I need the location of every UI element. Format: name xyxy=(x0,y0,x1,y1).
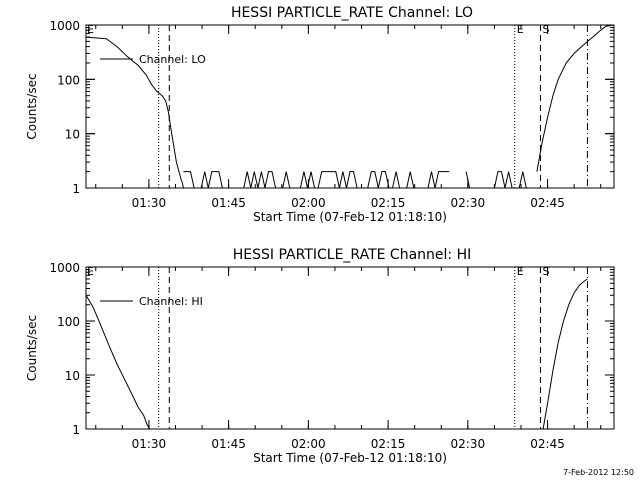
plot-frame xyxy=(85,266,615,430)
series-noise xyxy=(183,171,450,189)
y-tick-label: 100 xyxy=(57,315,80,329)
y-tick-label: 1 xyxy=(72,182,80,196)
x-tick-label: 02:15 xyxy=(371,196,406,210)
y-tick-label: 1000 xyxy=(49,19,80,33)
y-tick-label: 1000 xyxy=(49,261,80,275)
y-axis-label: Counts/sec xyxy=(25,73,39,139)
x-tick-label: 02:45 xyxy=(530,196,565,210)
event-marker-label: E xyxy=(87,23,94,36)
event-marker-label: E xyxy=(87,265,94,278)
legend-entry: Channel: LO xyxy=(139,53,206,66)
x-tick-label: 01:45 xyxy=(211,196,246,210)
chart-title: HESSI PARTICLE_RATE Channel: HI xyxy=(233,247,471,263)
y-axis-label: Counts/sec xyxy=(25,315,39,381)
event-marker-label: S xyxy=(542,265,549,278)
chart-title: HESSI PARTICLE_RATE Channel: LO xyxy=(231,5,473,21)
y-tick-label: 10 xyxy=(65,369,80,383)
x-axis-label: Start Time (07-Feb-12 01:18:10) xyxy=(253,451,447,465)
x-tick-label: 02:30 xyxy=(451,196,486,210)
y-tick-label: 1 xyxy=(72,423,80,437)
x-tick-label: 01:45 xyxy=(211,437,246,451)
y-tick-label: 100 xyxy=(57,73,80,87)
x-tick-label: 02:30 xyxy=(451,437,486,451)
series-line xyxy=(542,278,588,430)
x-tick-label: 02:15 xyxy=(371,437,406,451)
event-marker-label: S xyxy=(542,23,549,36)
series-noise xyxy=(465,171,527,189)
plot-frame xyxy=(85,24,615,189)
x-tick-label: 02:00 xyxy=(291,196,326,210)
x-tick-label: 02:00 xyxy=(291,437,326,451)
series-line xyxy=(85,294,151,430)
x-tick-label: 01:30 xyxy=(132,196,167,210)
series-line xyxy=(85,36,184,189)
x-axis-label: Start Time (07-Feb-12 01:18:10) xyxy=(253,210,447,224)
series-line xyxy=(536,24,615,172)
x-tick-label: 02:45 xyxy=(530,437,565,451)
legend-entry: Channel: HI xyxy=(139,295,203,308)
event-marker-label: E xyxy=(517,265,524,278)
event-marker-label: E xyxy=(517,23,524,36)
y-tick-label: 10 xyxy=(65,128,80,142)
plot-timestamp: 7-Feb-2012 12:50 xyxy=(563,468,634,477)
x-tick-label: 01:30 xyxy=(132,437,167,451)
